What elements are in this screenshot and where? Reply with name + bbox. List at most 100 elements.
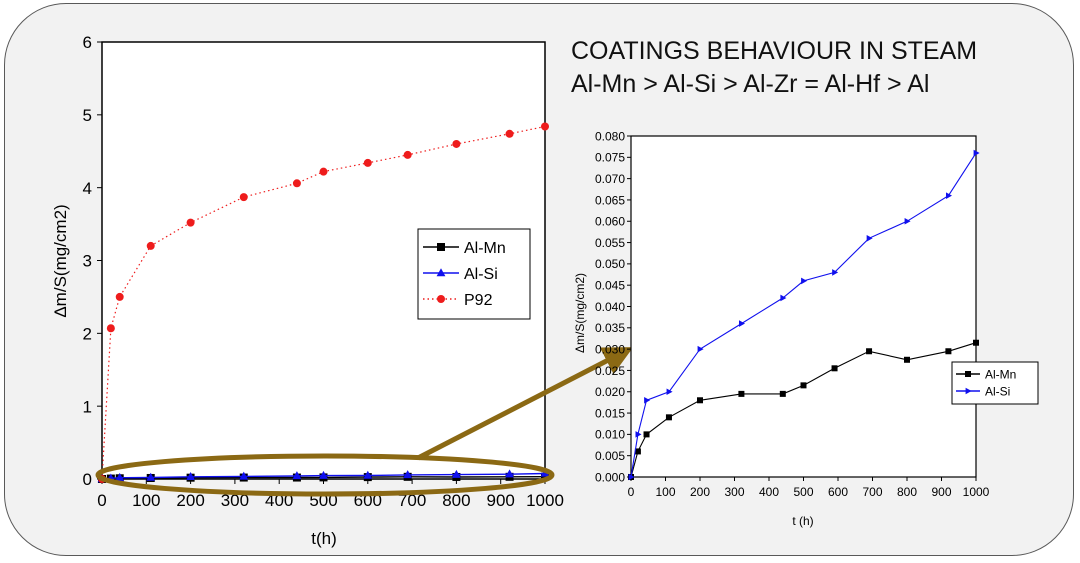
inset-y-tick-label: 0.005 xyxy=(595,449,625,463)
inset-point-al-mn xyxy=(634,448,641,455)
inset-plot-area xyxy=(630,135,977,478)
inset-point-al-si xyxy=(832,269,839,276)
main-x-tick-label: 800 xyxy=(442,491,470,510)
main-x-tick-label: 700 xyxy=(398,491,426,510)
inset-legend: Al-Mn Al-Si xyxy=(951,361,1039,405)
inset-y-tick-label: 0.035 xyxy=(595,321,625,335)
inset-y-tick-label: 0.045 xyxy=(595,279,625,293)
main-point-al-si xyxy=(505,469,514,478)
main-point-al-si xyxy=(452,469,461,478)
inset-point-al-mn xyxy=(738,390,745,397)
main-legend-label-al-mn: Al-Mn xyxy=(464,240,506,257)
inset-point-al-mn xyxy=(697,397,703,404)
inset-x-tick-label: 600 xyxy=(828,485,848,499)
inset-x-tick-label: 0 xyxy=(628,485,635,499)
inset-point-al-si xyxy=(635,431,642,438)
main-y-tick-label: 4 xyxy=(83,179,92,198)
main-x-tick-label: 900 xyxy=(487,491,515,510)
inset-x-axis-label: t (h) xyxy=(792,514,813,528)
inset-y-tick-label: 0.030 xyxy=(595,342,625,356)
main-legend-label-al-si: Al-Si xyxy=(464,266,498,283)
main-point-p92 xyxy=(106,324,115,333)
main-point-p92 xyxy=(452,139,461,148)
inset-y-tick-label: 0.010 xyxy=(595,428,625,442)
inset-legend-label-al-mn: Al-Mn xyxy=(985,367,1016,381)
main-point-p92 xyxy=(363,158,372,167)
inset-point-al-mn xyxy=(831,365,838,372)
inset-y-tick-label: 0.040 xyxy=(595,300,625,314)
highlight-ellipse xyxy=(95,453,555,497)
inset-y-tick-label: 0.075 xyxy=(595,151,625,165)
inset-point-al-mn xyxy=(945,348,952,355)
main-legend-marker-al-si xyxy=(436,268,446,277)
main-point-p92 xyxy=(239,193,248,202)
slide-title: COATINGS BEHAVIOUR IN STEAM xyxy=(571,37,978,65)
inset-point-al-si xyxy=(644,396,651,404)
inset-point-al-mn xyxy=(643,431,650,438)
inset-x-tick-label: 300 xyxy=(724,485,744,499)
inset-point-al-si xyxy=(780,294,787,302)
main-point-al-si xyxy=(292,471,302,480)
inset-point-al-si xyxy=(973,149,980,157)
main-point-p92 xyxy=(146,241,155,250)
main-point-p92 xyxy=(505,129,514,138)
inset-point-al-si xyxy=(801,277,808,285)
main-x-tick-label: 200 xyxy=(176,491,204,510)
inset-x-tick-label: 200 xyxy=(690,485,710,499)
inset-point-al-si xyxy=(946,192,952,199)
inset-y-axis-label: Δm/S(mg/cm2) xyxy=(573,273,587,353)
main-point-al-si xyxy=(403,470,413,479)
inset-x-tick-label: 100 xyxy=(655,485,675,499)
inset-point-al-si xyxy=(666,388,673,396)
main-x-axis-label: t(h) xyxy=(311,529,337,548)
main-point-al-si xyxy=(363,470,373,479)
inset-x-tick-label: 500 xyxy=(793,485,813,499)
main-point-al-si xyxy=(186,472,195,481)
main-point-p92 xyxy=(319,167,328,176)
inset-y-tick-label: 0.060 xyxy=(595,215,625,229)
main-point-al-si xyxy=(239,471,249,480)
main-point-p92 xyxy=(292,179,301,188)
inset-point-al-mn xyxy=(904,356,910,363)
inset-point-al-mn xyxy=(973,339,979,346)
main-x-tick-label: 0 xyxy=(97,491,106,510)
inset-y-tick-label: 0.065 xyxy=(595,193,625,207)
inset-y-tick-label: 0.015 xyxy=(595,406,625,420)
main-y-axis-label: Δm/S(mg/cm2) xyxy=(51,204,70,317)
main-y-tick-label: 5 xyxy=(83,106,92,125)
main-x-tick-label: 1000 xyxy=(526,491,564,510)
inset-legend-label-al-si: Al-Si xyxy=(985,384,1010,398)
main-x-tick-label: 300 xyxy=(221,491,249,510)
inset-point-al-si xyxy=(697,345,704,353)
main-point-al-mn xyxy=(541,472,549,481)
inset-point-al-mn xyxy=(866,348,873,355)
inset-x-tick-label: 900 xyxy=(931,485,951,499)
inset-y-tick-label: 0.000 xyxy=(595,470,625,484)
inset-legend-box xyxy=(951,361,1039,405)
main-y-tick-label: 3 xyxy=(83,252,92,271)
main-legend-box xyxy=(417,228,531,320)
main-point-p92 xyxy=(115,292,124,301)
main-y-tick-label: 2 xyxy=(83,324,92,343)
main-y-tick-label: 0 xyxy=(83,470,92,489)
inset-point-al-si xyxy=(739,320,745,327)
inset-x-tick-label: 700 xyxy=(862,485,882,499)
inset-x-tick-label: 800 xyxy=(897,485,917,499)
inset-x-tick-label: 1000 xyxy=(963,485,990,499)
inset-point-al-si xyxy=(628,473,635,481)
main-point-al-si xyxy=(146,472,156,481)
inset-point-al-si xyxy=(866,235,873,242)
inset-y-tick-label: 0.080 xyxy=(595,129,625,143)
inset-point-al-si xyxy=(904,217,911,225)
main-y-tick-label: 6 xyxy=(83,33,92,52)
inset-point-al-mn xyxy=(779,390,786,397)
inset-x-tick-label: 400 xyxy=(759,485,779,499)
inset-legend-marker-al-mn xyxy=(965,371,971,377)
main-legend-label-p92: P92 xyxy=(464,292,493,309)
main-point-al-si xyxy=(319,470,328,479)
main-point-p92 xyxy=(186,218,195,227)
inset-legend-marker-al-si xyxy=(965,387,972,395)
slide-subtitle-ranking: Al-Mn > Al-Si > Al-Zr = Al-Hf > Al xyxy=(571,70,930,98)
